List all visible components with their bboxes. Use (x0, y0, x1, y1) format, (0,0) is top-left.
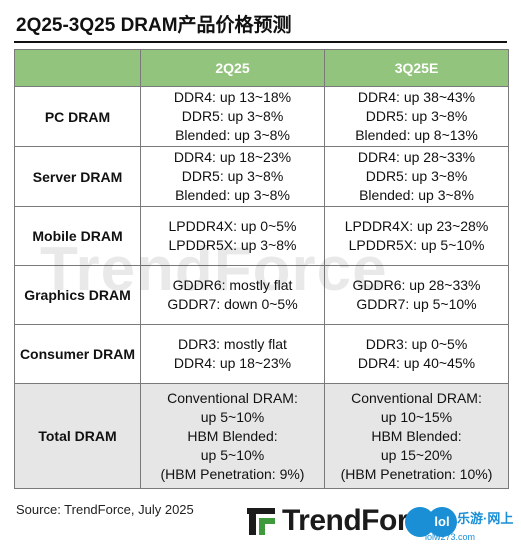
table-row-mobile-dram: Mobile DRAM LPDDR4X: up 0~5% LPDDR5X: up… (14, 206, 509, 266)
value-line: HBM Blended: (371, 427, 462, 444)
value-cell-3q25e: DDR3: up 0~5% DDR4: up 40~45% (324, 324, 509, 384)
value-line: Blended: up 3~8% (175, 127, 290, 143)
category-cell: Mobile DRAM (14, 206, 141, 266)
value-line: Blended: up 8~13% (355, 127, 478, 143)
title-underline (14, 41, 507, 43)
badge-url: lolw273.com (425, 532, 476, 542)
value-line: LPDDR4X: up 23~28% (344, 218, 489, 234)
table-row-pc-dram: PC DRAM DDR4: up 13~18% DDR5: up 3~8% Bl… (14, 86, 509, 147)
value-cell-3q25e: LPDDR4X: up 23~28% LPDDR5X: up 5~10% (324, 206, 509, 266)
value-line: DDR3: mostly flat (178, 336, 287, 352)
value-line: Blended: up 3~8% (359, 187, 474, 203)
value-line: DDR4: up 28~33% (357, 149, 476, 165)
value-cell-2q25: DDR4: up 18~23% DDR5: up 3~8% Blended: u… (140, 146, 325, 207)
value-line: GDDR6: up 28~33% (352, 277, 481, 293)
source-note: Source: TrendForce, July 2025 (16, 502, 194, 517)
value-line: Conventional DRAM: (167, 389, 298, 406)
table-row-graphics-dram: Graphics DRAM GDDR6: mostly flat GDDR7: … (14, 265, 509, 325)
table-row-total-dram: Total DRAM Conventional DRAM: up 5~10% H… (14, 383, 509, 489)
value-line: GDDR7: down 0~5% (167, 296, 298, 312)
site-badge: lol 乐游·网上 lolw273.com (405, 503, 517, 545)
value-cell-2q25: DDR4: up 13~18% DDR5: up 3~8% Blended: u… (140, 86, 325, 147)
trendforce-logo-icon (244, 504, 278, 538)
value-line: DDR5: up 3~8% (181, 108, 284, 124)
value-line: DDR5: up 3~8% (181, 168, 284, 184)
value-cell-2q25: Conventional DRAM: up 5~10% HBM Blended:… (140, 383, 325, 489)
value-cell-3q25e: Conventional DRAM: up 10~15% HBM Blended… (324, 383, 509, 489)
value-line: HBM Blended: (187, 427, 278, 444)
page-title: 2Q25-3Q25 DRAM产品价格预测 (16, 15, 292, 36)
value-line: GDDR7: up 5~10% (356, 296, 477, 312)
category-cell: Server DRAM (14, 146, 141, 207)
header-corner-cell (14, 49, 141, 87)
value-cell-3q25e: DDR4: up 28~33% DDR5: up 3~8% Blended: u… (324, 146, 509, 207)
value-cell-2q25: DDR3: mostly flat DDR4: up 18~23% (140, 324, 325, 384)
value-line: DDR3: up 0~5% (365, 336, 468, 352)
value-line: DDR4: up 38~43% (357, 89, 476, 105)
value-line: LPDDR5X: up 5~10% (348, 237, 485, 253)
value-line: up 15~20% (380, 446, 453, 463)
table-row-server-dram: Server DRAM DDR4: up 18~23% DDR5: up 3~8… (14, 146, 509, 207)
value-line: GDDR6: mostly flat (172, 277, 293, 293)
value-line: up 10~15% (380, 408, 453, 425)
value-line: DDR4: up 40~45% (357, 355, 476, 371)
value-line: (HBM Penetration: 10%) (340, 465, 493, 482)
value-line: DDR5: up 3~8% (365, 168, 468, 184)
value-line: (HBM Penetration: 9%) (160, 465, 305, 482)
category-cell: Total DRAM (14, 383, 141, 489)
value-line: up 5~10% (200, 446, 265, 463)
value-cell-3q25e: DDR4: up 38~43% DDR5: up 3~8% Blended: u… (324, 86, 509, 147)
value-line: Conventional DRAM: (351, 389, 482, 406)
badge-circle-right: lol (427, 507, 457, 537)
value-cell-2q25: LPDDR4X: up 0~5% LPDDR5X: up 3~8% (140, 206, 325, 266)
value-cell-2q25: GDDR6: mostly flat GDDR7: down 0~5% (140, 265, 325, 325)
value-line: DDR4: up 18~23% (173, 355, 292, 371)
category-cell: PC DRAM (14, 86, 141, 147)
header-row: 2Q25 3Q25E (14, 49, 509, 87)
value-line: Blended: up 3~8% (175, 187, 290, 203)
header-2q25: 2Q25 (140, 49, 325, 87)
value-line: DDR4: up 13~18% (173, 89, 292, 105)
price-forecast-table: 2Q25 3Q25E PC DRAM DDR4: up 13~18% DDR5:… (14, 49, 509, 489)
badge-label: 乐游·网上 (457, 511, 514, 526)
value-cell-3q25e: GDDR6: up 28~33% GDDR7: up 5~10% (324, 265, 509, 325)
value-line: LPDDR4X: up 0~5% (168, 218, 297, 234)
value-line: up 5~10% (200, 408, 265, 425)
value-line: DDR4: up 18~23% (173, 149, 292, 165)
category-cell: Graphics DRAM (14, 265, 141, 325)
category-cell: Consumer DRAM (14, 324, 141, 384)
header-3q25e: 3Q25E (324, 49, 509, 87)
value-line: DDR5: up 3~8% (365, 108, 468, 124)
table-row-consumer-dram: Consumer DRAM DDR3: mostly flat DDR4: up… (14, 324, 509, 384)
value-line: LPDDR5X: up 3~8% (168, 237, 297, 253)
